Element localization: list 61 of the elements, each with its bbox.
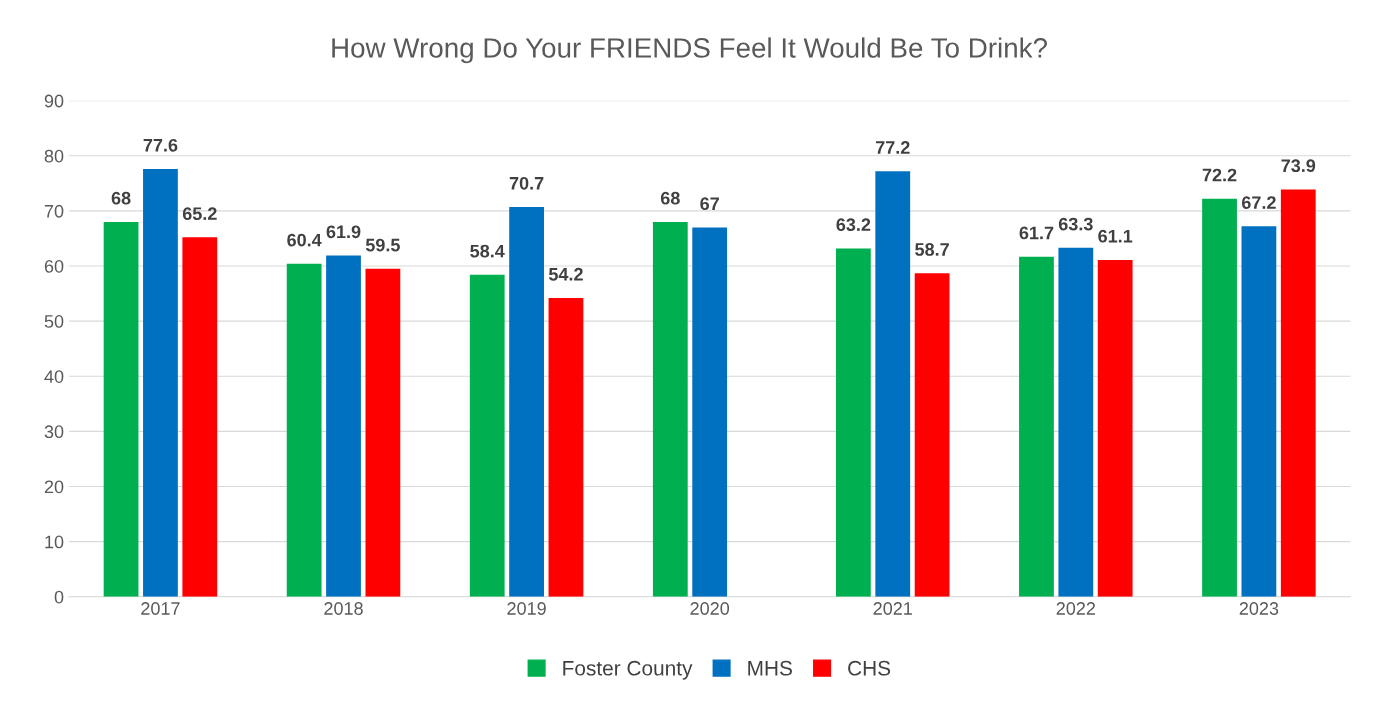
y-tick-label: 90 — [44, 94, 64, 108]
data-label: 67 — [700, 197, 719, 211]
data-label: 60.4 — [287, 233, 322, 247]
data-label: 63.2 — [836, 218, 871, 232]
bar — [1202, 198, 1237, 597]
bar — [835, 248, 871, 597]
y-tick-label: 60 — [44, 259, 64, 273]
data-label: 72.2 — [1202, 168, 1237, 182]
data-label: 61.1 — [1098, 229, 1133, 243]
bar — [1097, 259, 1133, 597]
bar — [143, 169, 178, 597]
bar — [692, 227, 728, 597]
bar — [182, 237, 218, 597]
bar — [1058, 247, 1094, 597]
data-label: 77.6 — [143, 138, 178, 152]
bar — [103, 221, 139, 597]
bar — [509, 207, 544, 597]
y-tick-label: 10 — [45, 535, 64, 549]
legend-label: CHS — [848, 660, 891, 676]
x-tick-label: 2022 — [1056, 602, 1095, 615]
data-label: 68 — [111, 191, 131, 205]
data-label: 73.9 — [1281, 159, 1316, 173]
y-tick-label: 30 — [44, 425, 64, 439]
bar — [875, 171, 911, 597]
data-label: 58.7 — [915, 243, 949, 256]
data-label: 70.7 — [509, 176, 544, 190]
bar — [286, 263, 322, 597]
legend-label: MHS — [748, 660, 792, 676]
y-tick-label: 80 — [44, 149, 64, 163]
legend-label: Foster County — [563, 660, 693, 680]
bar — [914, 273, 950, 597]
y-tick-label: 40 — [44, 370, 64, 383]
data-label: 77.2 — [875, 141, 910, 154]
x-tick-label: 2018 — [324, 602, 363, 615]
bar — [1280, 189, 1316, 597]
data-label: 59.5 — [365, 238, 400, 252]
x-tick-label: 2019 — [507, 602, 546, 615]
bar — [548, 298, 584, 597]
bar — [652, 221, 688, 597]
data-label: 61.9 — [326, 225, 361, 239]
data-label: 63.3 — [1058, 217, 1093, 231]
bar — [326, 255, 361, 597]
bar — [1241, 226, 1277, 597]
data-label: 61.7 — [1019, 226, 1054, 240]
y-tick-label: 70 — [44, 204, 64, 218]
data-label: 68 — [660, 191, 680, 205]
data-label: 54.2 — [548, 267, 583, 281]
x-tick-label: 2023 — [1239, 602, 1279, 615]
x-tick-label: 2020 — [690, 602, 730, 615]
data-label: 67.2 — [1241, 196, 1276, 209]
x-tick-label: 2017 — [141, 602, 180, 615]
data-label: 65.2 — [182, 207, 217, 221]
y-tick-label: 50 — [44, 315, 64, 328]
bar — [1019, 256, 1054, 597]
bar — [365, 268, 401, 597]
chart-title: How Wrong Do Your FRIENDS Feel It Would Be To Drink? — [332, 37, 1047, 64]
y-tick-label: 20 — [44, 480, 64, 494]
y-tick-label: 0 — [54, 590, 64, 604]
x-tick-label: 2021 — [873, 602, 912, 615]
data-label: 58.4 — [470, 244, 505, 258]
bar — [469, 274, 505, 597]
